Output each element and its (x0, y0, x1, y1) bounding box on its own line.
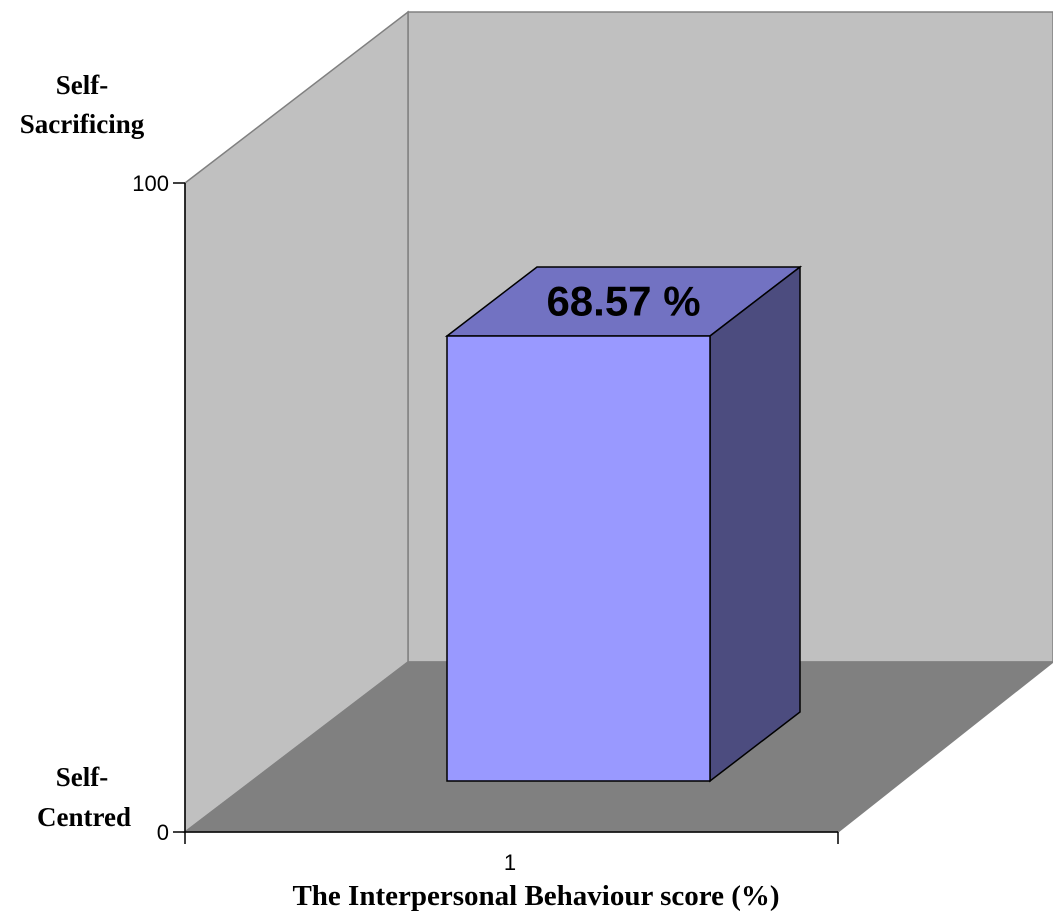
y-top-label-line2: Sacrificing (20, 109, 145, 139)
y-top-label-line1: Self- (56, 70, 108, 100)
bar-side-face (709, 265, 801, 783)
bar-front-face (446, 335, 711, 782)
y-bottom-label-line1: Self- (56, 762, 108, 792)
y-bottom-label-line2: Centred (37, 802, 131, 832)
x-tick-label: 1 (504, 850, 516, 875)
y-tick-label-bottom: 0 (157, 820, 169, 845)
y-tick-label-top: 100 (132, 171, 169, 196)
bar-data-label: 68.57 % (546, 277, 700, 324)
bar-series (444, 265, 803, 783)
x-axis-title: The Interpersonal Behaviour score (%) (292, 880, 779, 912)
